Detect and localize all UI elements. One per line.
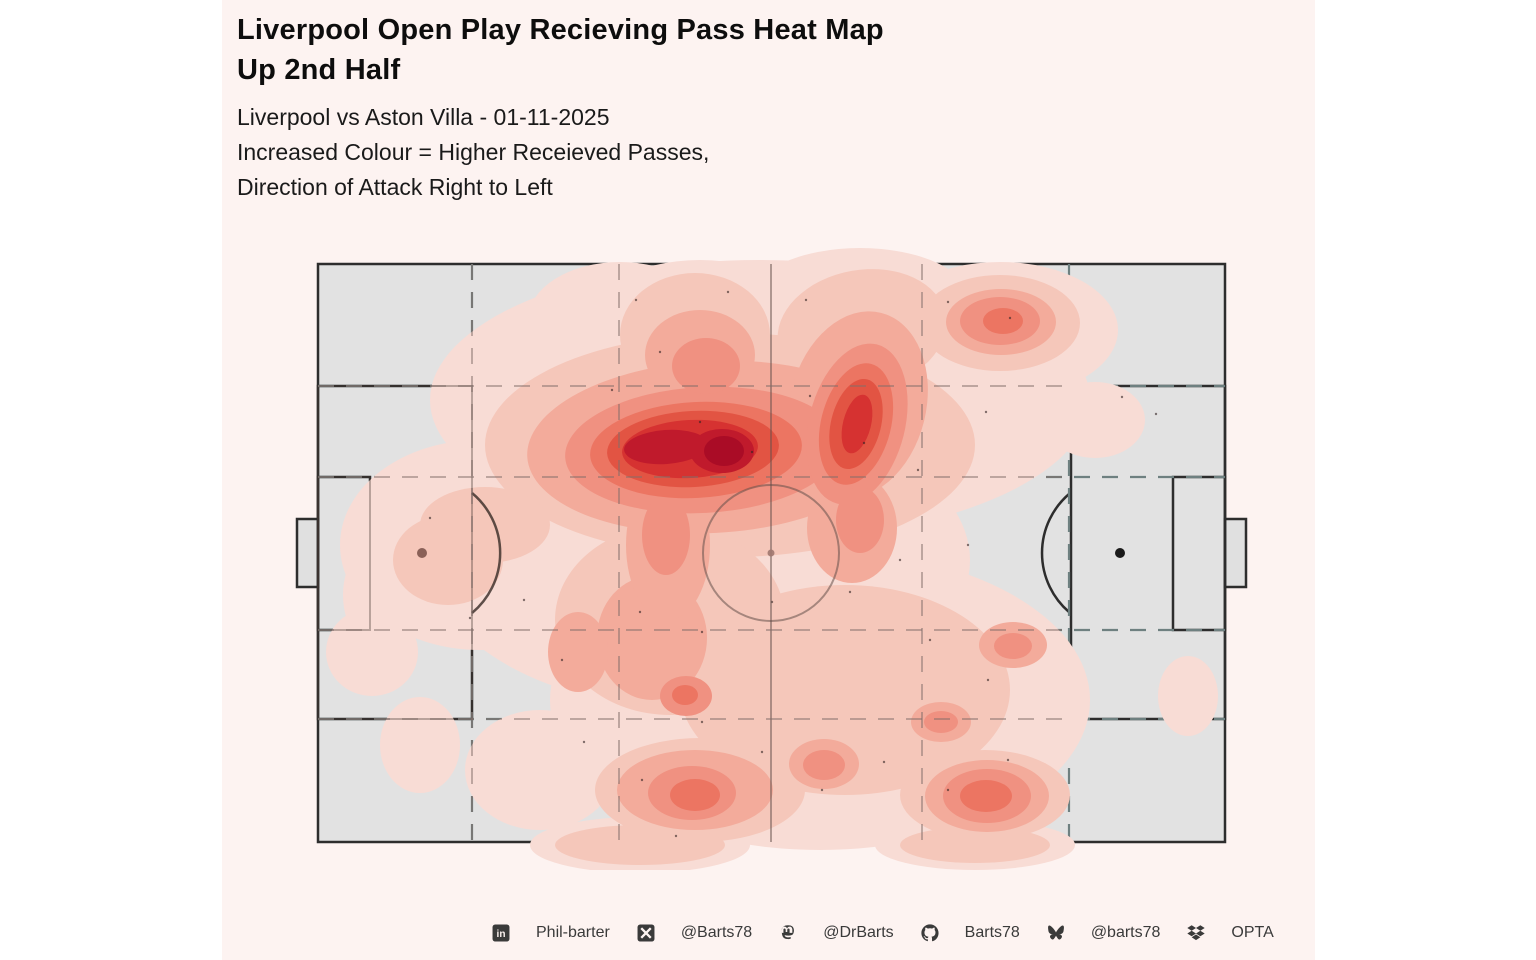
heatmap-pitch-chart [280, 240, 1270, 873]
credit-linkedin: in Phil-barter [492, 924, 610, 942]
github-icon [921, 924, 939, 942]
credit-mastodon: @DrBarts [779, 924, 894, 942]
mastodon-icon [779, 924, 797, 942]
credit-bluesky-label: @barts78 [1090, 924, 1161, 941]
right-penalty-spot [1115, 548, 1125, 558]
credit-linkedin-label: Phil-barter [536, 924, 610, 941]
right-goal [1223, 517, 1248, 589]
right-penalty-arc [1040, 493, 1070, 613]
dropbox-icon [1187, 924, 1206, 942]
credit-x-twitter-label: @Barts78 [680, 924, 753, 941]
pass-location-dots [428, 290, 1158, 838]
credit-mastodon-label: @DrBarts [823, 924, 894, 941]
subtitle: Liverpool vs Aston Villa - 01-11-2025 In… [237, 100, 709, 205]
left-goal [295, 517, 320, 589]
credit-dropbox-label: OPTA [1231, 924, 1274, 941]
linkedin-icon: in [492, 924, 510, 942]
credit-bluesky: @barts78 [1047, 924, 1161, 942]
title-line-1: Liverpool Open Play Recieving Pass Heat … [237, 14, 884, 46]
footer-credits: in Phil-barter @Barts78 @DrBarts Barts78 [492, 924, 1274, 942]
bluesky-icon [1047, 924, 1065, 942]
credit-github-label: Barts78 [964, 924, 1020, 941]
subtitle-line-2: Increased Colour = Higher Receieved Pass… [237, 139, 710, 165]
pitch-markings-overlay [317, 264, 1069, 842]
subtitle-line-3: Direction of Attack Right to Left [237, 174, 553, 200]
subtitle-line-1: Liverpool vs Aston Villa - 01-11-2025 [237, 104, 610, 130]
page-title: Liverpool Open Play Recieving Pass Heat … [237, 10, 884, 90]
title-line-2: Up 2nd Half [237, 54, 401, 86]
credit-dropbox: OPTA [1187, 924, 1274, 942]
svg-text:in: in [497, 929, 506, 940]
credit-x-twitter: @Barts78 [637, 924, 752, 942]
x-twitter-icon [637, 924, 655, 942]
credit-github: Barts78 [921, 924, 1020, 942]
